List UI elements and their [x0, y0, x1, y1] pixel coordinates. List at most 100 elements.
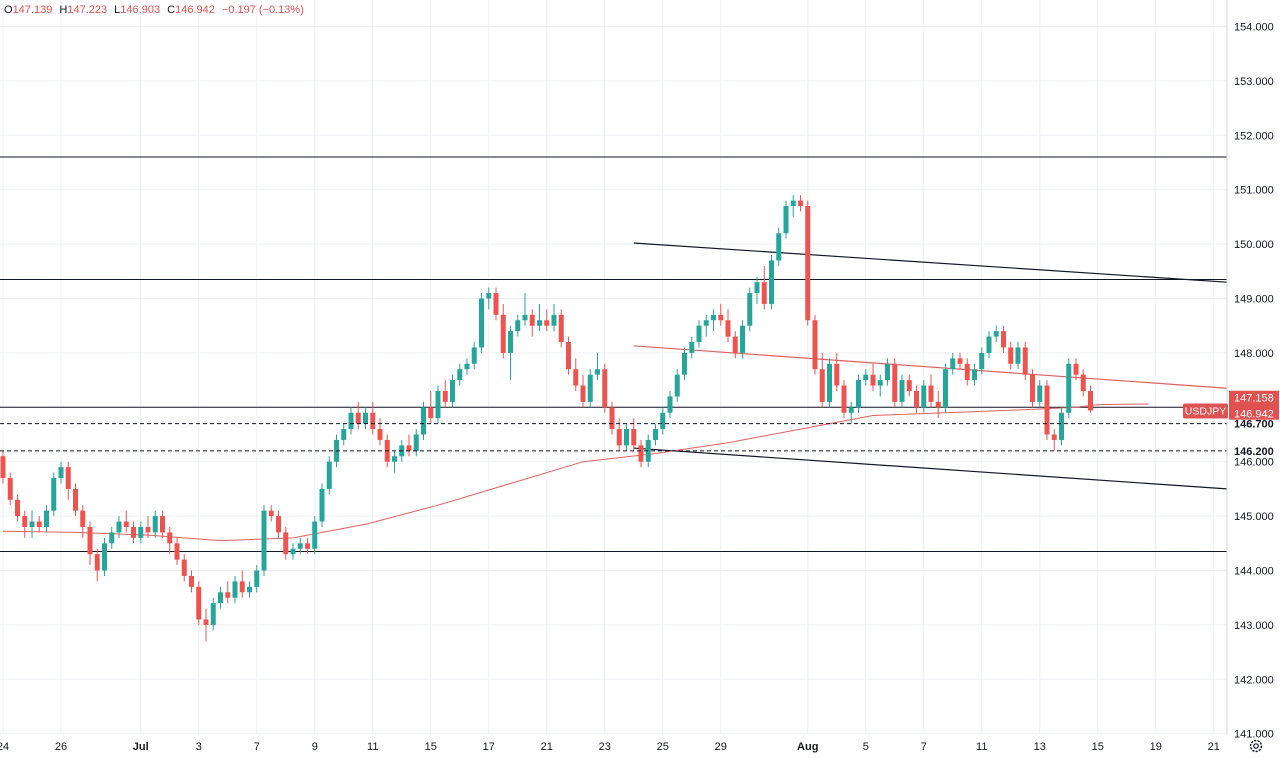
candle-body: [196, 586, 202, 620]
candle-body: [986, 336, 992, 353]
candle-body: [703, 320, 709, 326]
candle-body: [370, 412, 376, 430]
candle-body: [36, 521, 42, 527]
trendlines: [633, 242, 1228, 490]
time-tick-label: 26: [55, 741, 67, 753]
candle-body: [602, 369, 608, 408]
candle-body: [348, 412, 354, 430]
price-tick-label: 148.000: [1234, 348, 1274, 360]
candle-body: [15, 499, 20, 517]
price-tick-label: 154.000: [1234, 22, 1274, 34]
candle-body: [935, 401, 941, 408]
candle-body: [123, 521, 129, 527]
candle-body: [827, 363, 832, 402]
candle-body: [102, 543, 107, 571]
candle-body: [377, 429, 383, 440]
candle-body: [769, 260, 774, 304]
candle-body: [732, 336, 738, 353]
price-axis[interactable]: 154.000 153.000 152.000 151.000 150.000 149.0…: [1234, 22, 1274, 741]
candle-body: [1001, 331, 1006, 348]
candle-body: [972, 369, 977, 381]
candle-body: [587, 374, 593, 402]
candle-body: [435, 390, 441, 419]
candle-body: [116, 521, 122, 533]
candle-body: [624, 429, 629, 446]
moving-average-line: [2, 403, 1149, 542]
time-axis[interactable]: 24 26 Jul 3 7 9 11 15 17 21 23 25 29 Aug 5 7 11 13 15 19 21: [0, 741, 1220, 753]
close-label: C: [167, 4, 176, 16]
candle-body: [1037, 385, 1043, 402]
candle-body: [210, 603, 216, 625]
time-tick-label: 5: [863, 741, 869, 753]
current-price-label: 147.158: [1234, 393, 1274, 405]
candle-body: [783, 206, 789, 234]
candle-body: [355, 412, 361, 424]
candle-body: [943, 369, 948, 408]
candle-body: [928, 385, 934, 402]
candle-body: [1088, 390, 1093, 411]
candle-body: [819, 369, 825, 402]
gear-icon[interactable]: [1248, 738, 1264, 754]
candle-body: [94, 554, 100, 571]
candle-body: [740, 325, 745, 353]
candle-body: [921, 385, 927, 408]
candle-body: [805, 206, 811, 321]
candle-body: [7, 478, 13, 500]
candle-body: [152, 516, 158, 533]
dashed-level-label: 146.700: [1234, 419, 1274, 431]
candle-body: [283, 532, 289, 555]
time-tick-label: 21: [541, 741, 553, 753]
candle-body: [718, 314, 724, 321]
low-label: L: [114, 4, 121, 16]
candle-body: [1066, 363, 1072, 413]
candle-body: [290, 548, 296, 555]
candle-body: [145, 526, 151, 533]
open-value: 147.139: [12, 4, 53, 16]
candle-body: [573, 369, 579, 386]
candle-body: [189, 575, 194, 587]
candle-body: [58, 467, 64, 479]
candle-body: [232, 581, 238, 598]
chart-grid: [0, 0, 1227, 735]
time-tick-label: 9: [312, 741, 318, 753]
candle-body: [566, 342, 571, 370]
candle-body: [218, 592, 223, 604]
high-label: H: [59, 4, 68, 16]
candle-body: [537, 320, 542, 326]
dashed-level-label: 146.200: [1234, 446, 1274, 458]
candle-body: [305, 543, 310, 549]
candle-body: [696, 325, 702, 343]
candle-body: [486, 293, 492, 299]
trendline: [633, 242, 1228, 283]
candle-body: [167, 532, 173, 544]
candle-body: [421, 407, 426, 435]
time-tick-label: 15: [1092, 741, 1104, 753]
high-value: 147.223: [67, 4, 108, 16]
time-tick-label: Jul: [133, 741, 149, 753]
candle-body: [406, 445, 412, 451]
candle-body: [609, 407, 615, 430]
candle-body: [899, 380, 905, 402]
candle-body: [776, 233, 782, 261]
time-tick-label: 17: [483, 741, 495, 753]
time-tick-label: 29: [715, 741, 727, 753]
candle-body: [65, 467, 71, 489]
candle-body: [261, 510, 267, 571]
candle-body: [363, 412, 368, 424]
candle-body: [138, 526, 144, 538]
candle-body: [1080, 374, 1086, 391]
candle-body: [631, 429, 637, 446]
time-tick-label: 25: [657, 741, 669, 753]
price-label-bg: [1229, 390, 1279, 420]
candle-body: [442, 390, 448, 402]
candle-body: [1051, 434, 1057, 440]
candle-body: [1008, 347, 1014, 364]
price-tick-label: 153.000: [1234, 76, 1274, 88]
candle-body: [51, 478, 57, 511]
candle-body: [254, 570, 260, 587]
candle-body: [957, 358, 963, 364]
candle-body: [131, 526, 136, 538]
candle-body: [268, 510, 274, 517]
candle-body: [892, 363, 898, 402]
